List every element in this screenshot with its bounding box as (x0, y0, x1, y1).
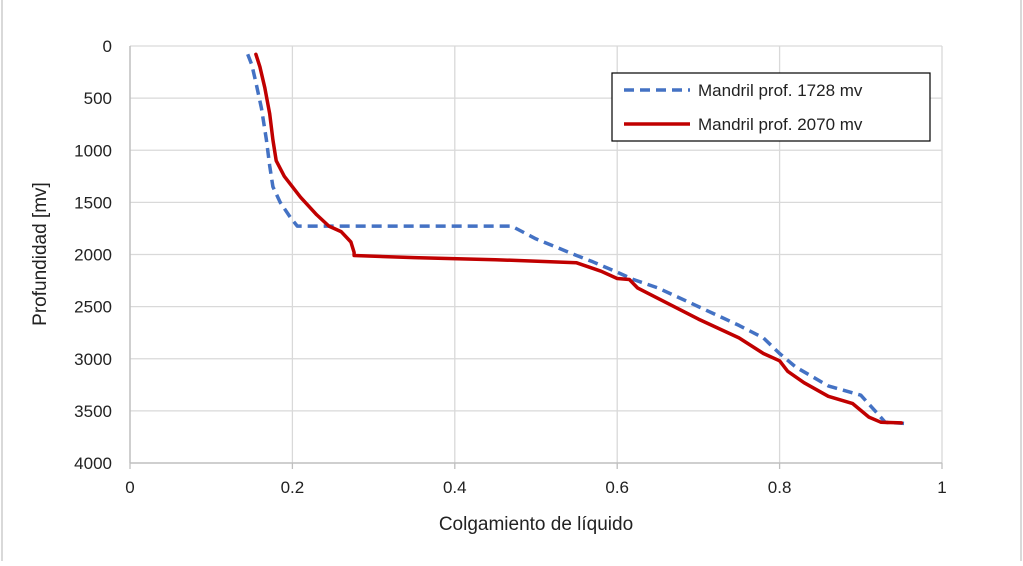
y-tick-label-6: 3000 (74, 350, 112, 369)
y-axis-title: Profundidad [mv] (30, 182, 51, 326)
series-line-0 (246, 53, 906, 426)
x-tick-labels: 0 0.2 0.4 0.6 0.8 1 (125, 478, 946, 497)
x-tick-label-5: 1 (937, 478, 946, 497)
y-tick-label-7: 3500 (74, 402, 112, 421)
y-tick-label-8: 4000 (74, 454, 112, 473)
legend: Mandril prof. 1728 mv Mandril prof. 2070… (611, 72, 931, 142)
gridlines (130, 45, 943, 463)
series-line-1 (254, 52, 904, 425)
x-axis-title: Colgamiento de líquido (439, 514, 633, 535)
y-tick-label-0: 0 (103, 37, 112, 56)
y-tick-label-1: 500 (84, 89, 112, 108)
legend-label-mandril-2070: Mandril prof. 2070 mv (698, 115, 863, 134)
series-lines (246, 52, 906, 426)
y-tick-label-5: 2500 (74, 298, 112, 317)
y-tick-label-2: 1000 (74, 141, 112, 160)
x-tick-label-0: 0 (125, 478, 134, 497)
x-tick-label-3: 0.6 (605, 478, 629, 497)
legend-label-mandril-1728: Mandril prof. 1728 mv (698, 81, 863, 100)
x-tick-label-2: 0.4 (443, 478, 467, 497)
x-tick-label-1: 0.2 (281, 478, 305, 497)
y-tick-label-4: 2000 (74, 246, 112, 265)
legend-box (611, 72, 931, 142)
y-tick-label-3: 1500 (74, 193, 112, 212)
y-tick-labels: 0 500 1000 1500 2000 2500 3000 3500 4000 (74, 37, 112, 473)
x-tick-label-4: 0.8 (768, 478, 792, 497)
axes (129, 46, 943, 469)
